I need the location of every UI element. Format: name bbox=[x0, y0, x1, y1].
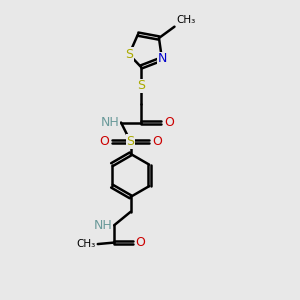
Text: O: O bbox=[136, 236, 146, 249]
Text: CH₃: CH₃ bbox=[176, 15, 195, 25]
Text: S: S bbox=[125, 48, 133, 61]
Text: O: O bbox=[165, 116, 175, 129]
Text: NH: NH bbox=[94, 219, 112, 232]
Text: S: S bbox=[137, 79, 145, 92]
Text: O: O bbox=[152, 135, 162, 148]
Text: N: N bbox=[157, 52, 167, 65]
Text: CH₃: CH₃ bbox=[76, 239, 95, 249]
Text: O: O bbox=[99, 135, 109, 148]
Text: NH: NH bbox=[101, 116, 119, 129]
Text: S: S bbox=[127, 135, 135, 148]
